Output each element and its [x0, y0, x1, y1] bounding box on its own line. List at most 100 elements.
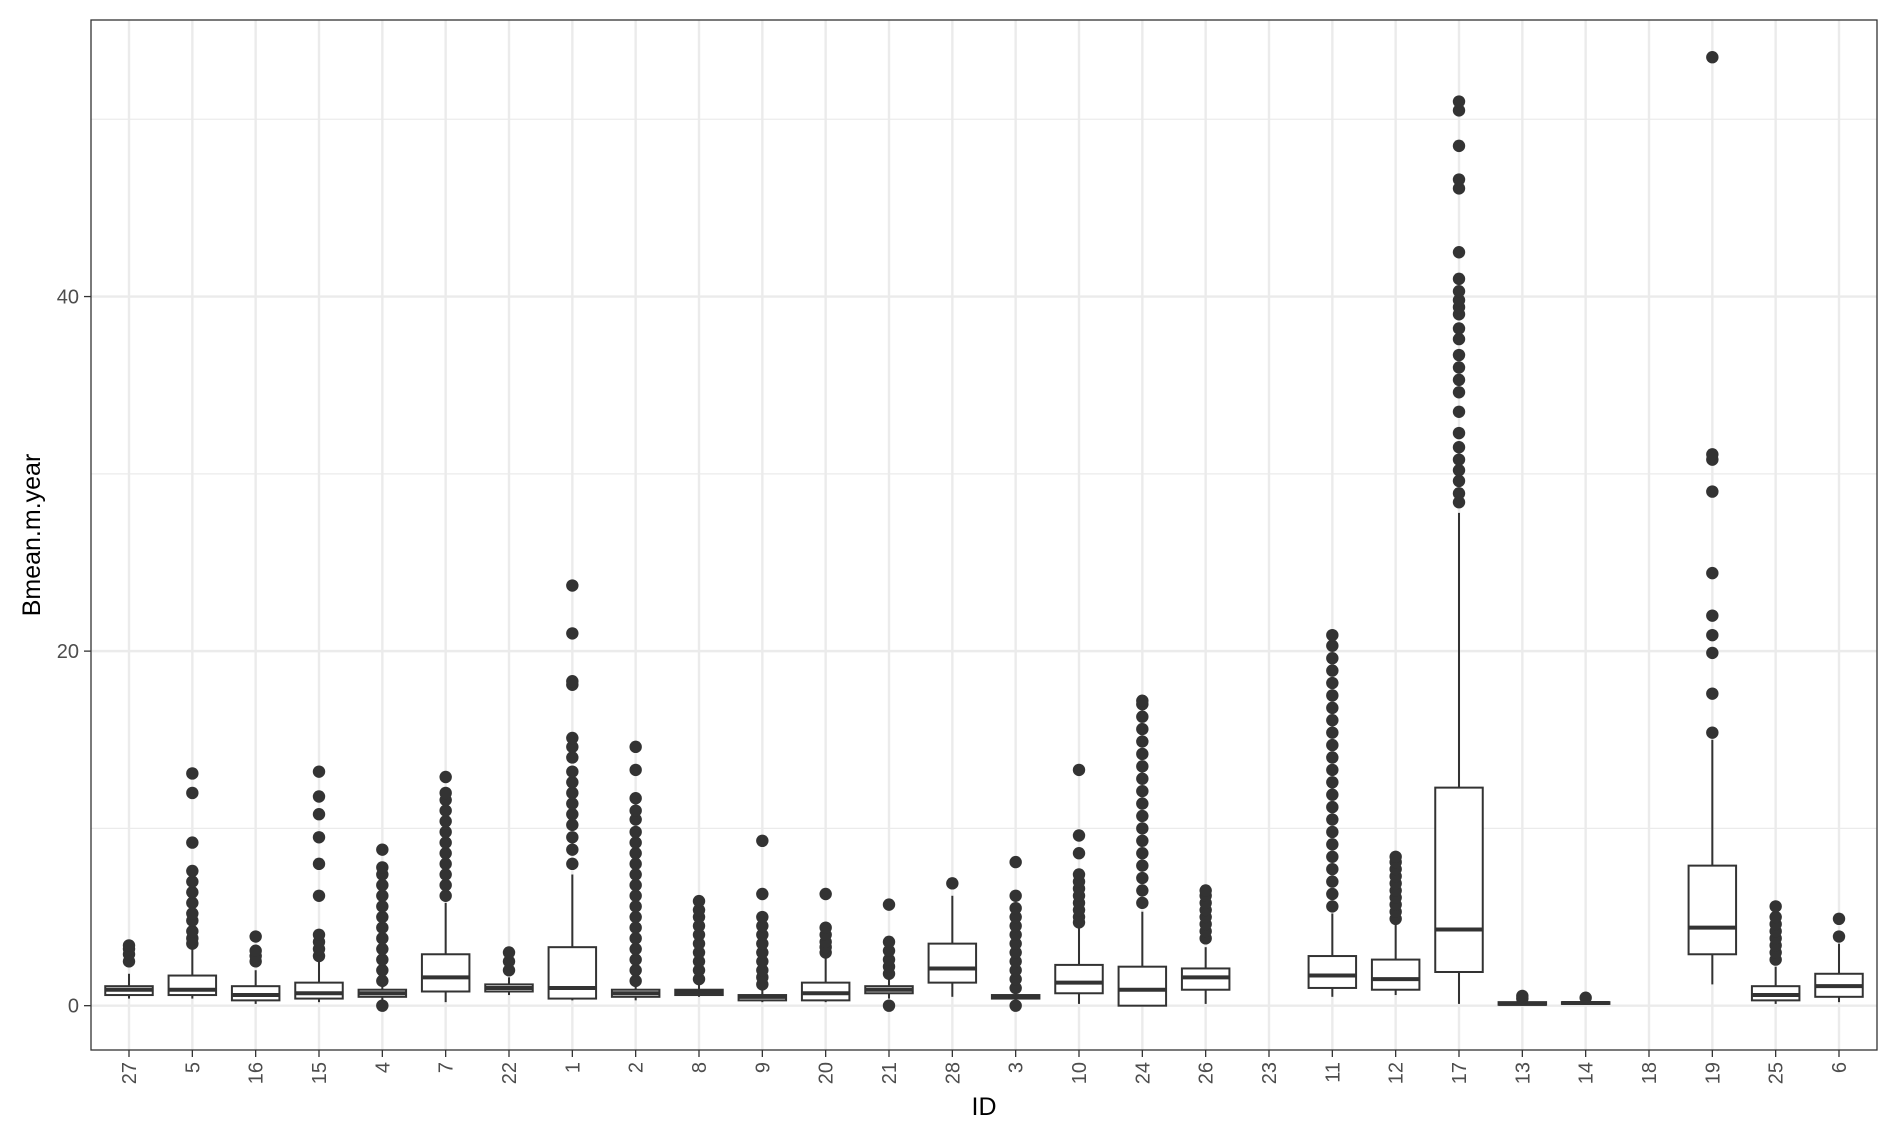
x-tick-label: 21: [879, 1062, 901, 1084]
outlier-point: [756, 919, 769, 933]
outlier-point: [376, 843, 389, 856]
outlier-point: [249, 930, 262, 943]
outlier-point: [1452, 293, 1466, 307]
outlier-point: [819, 887, 832, 901]
box-16: [230, 930, 281, 1004]
x-tick-label: 4: [372, 1062, 394, 1073]
outlier-point: [756, 910, 769, 924]
box-iqr: [167, 974, 218, 997]
outlier-point: [1326, 639, 1339, 653]
outlier-point: [376, 953, 389, 966]
outlier-point: [1326, 887, 1339, 901]
box-21: [864, 898, 914, 1012]
outlier-point: [1136, 871, 1149, 885]
outlier-point: [629, 942, 642, 956]
outlier-point: [1136, 747, 1149, 761]
outlier-point: [1452, 332, 1466, 346]
outlier-point: [1326, 664, 1339, 677]
outlier-point: [1326, 652, 1339, 665]
outlier-point: [1136, 822, 1149, 835]
outlier-point: [819, 921, 832, 934]
box-25: [1750, 900, 1801, 1004]
outlier-point: [1136, 834, 1149, 848]
outlier-point: [186, 907, 199, 920]
outlier-point: [502, 946, 516, 959]
outlier-point: [1136, 722, 1149, 736]
box-11: [1307, 628, 1358, 997]
x-tick-label: 22: [499, 1062, 521, 1084]
box-iqr: [1434, 786, 1484, 973]
outlier-point: [376, 910, 389, 924]
x-tick-label: 6: [1829, 1062, 1851, 1073]
outlier-point: [1452, 487, 1466, 500]
box-15: [294, 765, 344, 1003]
box-7: [420, 770, 471, 1003]
outlier-point: [629, 932, 642, 945]
outlier-point: [756, 955, 769, 968]
outlier-point: [1009, 937, 1022, 950]
outlier-point: [692, 946, 706, 959]
outlier-point: [566, 857, 579, 871]
box-6: [1814, 912, 1864, 1003]
outlier-point: [1009, 910, 1022, 924]
outlier-point: [566, 740, 579, 754]
outlier-point: [1136, 772, 1149, 785]
outlier-point: [186, 886, 199, 899]
outlier-point: [1009, 919, 1022, 933]
x-axis-title: ID: [972, 1093, 997, 1121]
outlier-point: [629, 868, 642, 881]
outlier-point: [376, 861, 389, 874]
x-tick-label: 9: [752, 1062, 774, 1073]
box-3: [990, 855, 1041, 1012]
outlier-point: [1579, 991, 1592, 1004]
outlier-point: [692, 937, 706, 950]
x-tick-label: 11: [1322, 1062, 1344, 1083]
outlier-point: [756, 887, 769, 901]
outlier-point: [1326, 689, 1339, 702]
outlier-point: [1452, 182, 1466, 195]
box-iqr: [547, 946, 598, 1000]
x-tick-label: 1: [562, 1062, 584, 1073]
outlier-point: [1009, 981, 1022, 995]
panel-background: [91, 20, 1877, 1050]
outlier-point: [1516, 989, 1529, 1003]
panel-border: [90, 19, 1878, 1051]
outlier-point: [1009, 855, 1022, 869]
outlier-point: [186, 875, 199, 888]
outlier-point: [439, 786, 452, 800]
outlier-point: [1706, 51, 1719, 64]
box-iqr: [1054, 963, 1104, 995]
outlier-point: [566, 843, 579, 856]
outlier-point: [692, 972, 706, 986]
outlier-point: [1326, 776, 1339, 789]
outlier-point: [882, 953, 896, 966]
outlier-point: [439, 836, 452, 849]
box-1: [547, 579, 598, 1001]
outlier-point: [1136, 809, 1149, 823]
outlier-point: [1072, 829, 1086, 842]
outlier-point: [629, 804, 642, 817]
box-19: [1687, 51, 1738, 985]
outlier-point: [692, 919, 706, 933]
outlier-point: [439, 770, 452, 784]
box-4: [357, 843, 408, 1012]
outlier-point: [1832, 930, 1846, 943]
outlier-point: [1009, 972, 1022, 986]
outlier-point: [629, 836, 642, 849]
outlier-point: [1136, 847, 1149, 860]
outlier-point: [1326, 875, 1339, 888]
x-tick-label: 3: [1006, 1062, 1028, 1073]
outlier-point: [629, 792, 642, 805]
box-22: [484, 946, 534, 996]
outlier-point: [122, 939, 136, 952]
outlier-point: [1009, 889, 1022, 902]
box-8: [674, 894, 724, 997]
outlier-point: [1072, 763, 1086, 777]
box-24: [1117, 694, 1168, 1007]
x-tick-label: 25: [1766, 1062, 1788, 1084]
outlier-point: [1136, 760, 1149, 773]
x-tick-label: 27: [119, 1062, 141, 1084]
outlier-point: [312, 808, 326, 821]
outlier-point: [1452, 139, 1466, 153]
outlier-point: [629, 878, 642, 892]
